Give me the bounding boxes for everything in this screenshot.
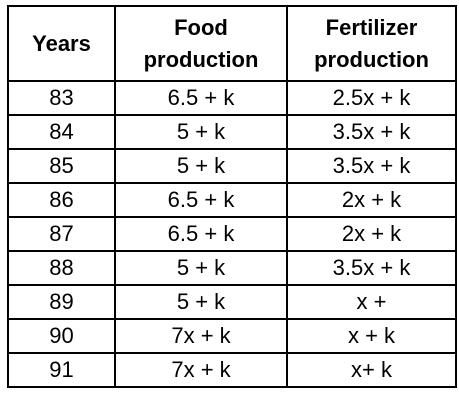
food-cell: 5 + k — [114, 114, 288, 150]
table-row: 90 7x + k x + k — [7, 318, 457, 354]
table-row: 86 6.5 + k 2x + k — [7, 182, 457, 218]
table-row: 83 6.5 + k 2.5x + k — [7, 80, 457, 116]
food-cell: 6.5 + k — [114, 80, 288, 116]
table-row: 89 5 + k x + — [7, 284, 457, 320]
production-table: Years Food production Fertilizer product… — [7, 5, 457, 388]
fertilizer-cell: 2x + k — [286, 216, 457, 252]
fertilizer-cell: x + k — [286, 318, 457, 354]
food-cell: 5 + k — [114, 284, 288, 320]
fertilizer-cell: x+ k — [286, 352, 457, 388]
food-cell: 7x + k — [114, 318, 288, 354]
header-years: Years — [7, 5, 116, 82]
year-cell: 88 — [7, 250, 116, 286]
table-row: 87 6.5 + k 2x + k — [7, 216, 457, 252]
food-cell: 5 + k — [114, 148, 288, 184]
year-cell: 89 — [7, 284, 116, 320]
year-cell: 86 — [7, 182, 116, 218]
year-cell: 90 — [7, 318, 116, 354]
fertilizer-cell: 3.5x + k — [286, 114, 457, 150]
year-cell: 85 — [7, 148, 116, 184]
table-row: 91 7x + k x+ k — [7, 352, 457, 388]
year-cell: 91 — [7, 352, 116, 388]
year-cell: 84 — [7, 114, 116, 150]
header-fertilizer-production: Fertilizer production — [286, 5, 457, 82]
header-fertilizer-line1: Fertilizer — [325, 14, 418, 40]
header-fertilizer-line2: production — [314, 46, 429, 72]
fertilizer-cell: 3.5x + k — [286, 148, 457, 184]
fertilizer-cell: 2.5x + k — [286, 80, 457, 116]
food-cell: 5 + k — [114, 250, 288, 286]
header-food-production: Food production — [114, 5, 288, 82]
food-cell: 7x + k — [114, 352, 288, 388]
year-cell: 83 — [7, 80, 116, 116]
food-cell: 6.5 + k — [114, 182, 288, 218]
header-food-line2: production — [143, 46, 259, 72]
year-cell: 87 — [7, 216, 116, 252]
food-cell: 6.5 + k — [114, 216, 288, 252]
fertilizer-cell: 2x + k — [286, 182, 457, 218]
table-row: 84 5 + k 3.5x + k — [7, 114, 457, 150]
fertilizer-cell: 3.5x + k — [286, 250, 457, 286]
fertilizer-cell: x + — [286, 284, 457, 320]
header-food-line1: Food — [174, 14, 228, 40]
table-row: 85 5 + k 3.5x + k — [7, 148, 457, 184]
header-row: Years Food production Fertilizer product… — [7, 5, 457, 82]
table-row: 88 5 + k 3.5x + k — [7, 250, 457, 286]
